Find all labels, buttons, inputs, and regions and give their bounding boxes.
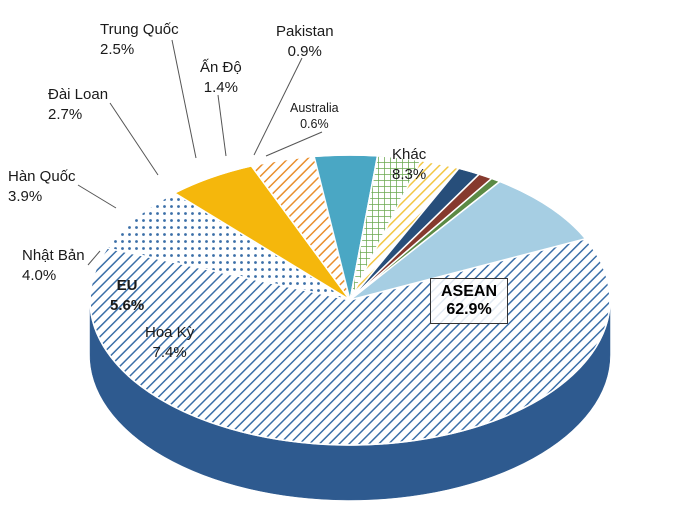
label-name-Đài Loan: Đài Loan [48, 85, 108, 105]
pie-svg [0, 0, 682, 523]
label-Hoa Kỳ: Hoa Kỳ7.4% [145, 323, 194, 362]
leader-Ấn Độ [218, 95, 226, 156]
label-Nhật Bản: Nhật Bản4.0% [22, 246, 85, 285]
leader-Australia [266, 132, 322, 156]
label-Khác: Khác8.3% [392, 145, 426, 184]
leader-Đài Loan [110, 103, 158, 175]
label-EU: EU5.6% [110, 276, 144, 315]
label-value-ASEAN: 62.9% [441, 301, 497, 319]
label-value-Australia: 0.6% [290, 116, 339, 132]
label-name-Australia: Australia [290, 100, 339, 116]
label-name-ASEAN: ASEAN [441, 283, 497, 301]
label-name-EU: EU [110, 276, 144, 296]
label-value-Hàn Quốc: 3.9% [8, 187, 76, 207]
label-value-Pakistan: 0.9% [276, 42, 334, 62]
label-value-Đài Loan: 2.7% [48, 105, 108, 125]
leader-Hàn Quốc [78, 185, 116, 208]
callout-ASEAN: ASEAN62.9% [430, 278, 508, 324]
pie-chart-3d: ASEAN62.9%Hoa Kỳ7.4%EU5.6%Nhật Bản4.0%Hà… [0, 0, 682, 523]
label-Australia: Australia0.6% [290, 100, 339, 133]
label-value-EU: 5.6% [110, 296, 144, 316]
label-Hàn Quốc: Hàn Quốc3.9% [8, 167, 76, 206]
label-value-Khác: 8.3% [392, 165, 426, 185]
label-name-Khác: Khác [392, 145, 426, 165]
label-value-Hoa Kỳ: 7.4% [145, 343, 194, 363]
label-value-Trung Quốc: 2.5% [100, 40, 179, 60]
label-value-Ấn Độ: 1.4% [200, 78, 242, 98]
label-Đài Loan: Đài Loan2.7% [48, 85, 108, 124]
label-Ấn Độ: Ấn Độ1.4% [200, 58, 242, 97]
label-name-Pakistan: Pakistan [276, 22, 334, 42]
label-name-Hàn Quốc: Hàn Quốc [8, 167, 76, 187]
label-name-Trung Quốc: Trung Quốc [100, 20, 179, 40]
label-name-Nhật Bản: Nhật Bản [22, 246, 85, 266]
label-value-Nhật Bản: 4.0% [22, 266, 85, 286]
label-Pakistan: Pakistan0.9% [276, 22, 334, 61]
label-name-Ấn Độ: Ấn Độ [200, 58, 242, 78]
label-Trung Quốc: Trung Quốc2.5% [100, 20, 179, 59]
label-name-Hoa Kỳ: Hoa Kỳ [145, 323, 194, 343]
